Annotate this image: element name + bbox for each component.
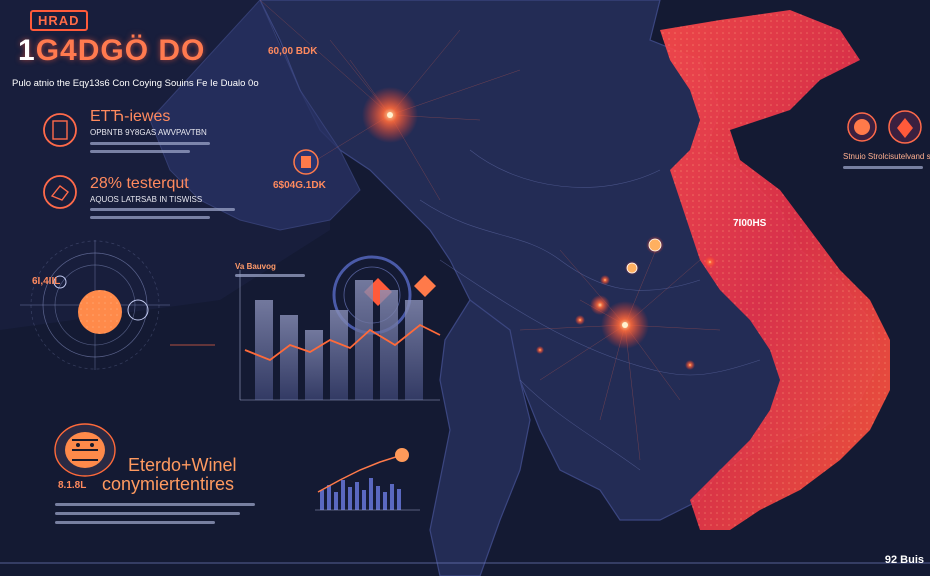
panel-1-line xyxy=(90,142,210,145)
bar-chart-center xyxy=(239,270,441,401)
peninsula-shape xyxy=(429,299,531,576)
corner-label: 92 Buis xyxy=(884,554,924,566)
page-title-rest: G4DGÖ DO xyxy=(35,34,206,67)
bottom-body-line xyxy=(55,512,240,515)
panel-2-line xyxy=(90,216,210,219)
right-caption-line xyxy=(843,166,923,169)
panel-1-sub: OPBNTB 9Y8GAS AWVPAVTBN xyxy=(90,128,207,137)
hand-icon xyxy=(43,175,77,209)
bar-chart-bottom xyxy=(315,448,420,511)
panel-2-headline: 28% testerqut xyxy=(90,175,189,192)
coin-icon xyxy=(626,238,662,274)
bottom-body-line xyxy=(55,521,215,524)
right-caption: Stnuio Strolcisutelvand surtsos xyxy=(843,152,930,161)
callout-top: 60,00 BDK xyxy=(268,46,318,57)
page-subtitle: Pulo atnio the Eqy13s6 Con Coying Souins… xyxy=(12,78,259,89)
page-title-first: 1 xyxy=(18,34,36,67)
panel-2-sub: AQUOS LATRSAB IN TISWISS xyxy=(90,195,203,204)
book-icon-left xyxy=(43,113,77,147)
callout-bottom-left: 8.1.8L xyxy=(58,480,87,491)
bottom-headline-1: Eterdo+Winel xyxy=(128,455,237,475)
panel-1-line xyxy=(90,150,190,153)
bottom-body-line xyxy=(55,503,255,506)
chart-caption: Va Bauvog xyxy=(235,262,276,271)
chart-caption-line xyxy=(235,274,305,277)
callout-left: 6I,4IIL xyxy=(32,276,61,287)
callout-mid: 6$04G.1DK xyxy=(273,180,326,191)
header-badge: HRAD xyxy=(30,10,88,31)
panel-2-line xyxy=(90,208,235,211)
panel-1-headline: ETЋ-iewes xyxy=(90,108,171,125)
tiger-icon xyxy=(54,423,116,477)
bottom-headline-2: conymiertentires xyxy=(102,474,235,494)
page-title: 1G4DGÖ DO xyxy=(18,34,205,68)
callout-right: 7I00HS xyxy=(733,218,767,229)
